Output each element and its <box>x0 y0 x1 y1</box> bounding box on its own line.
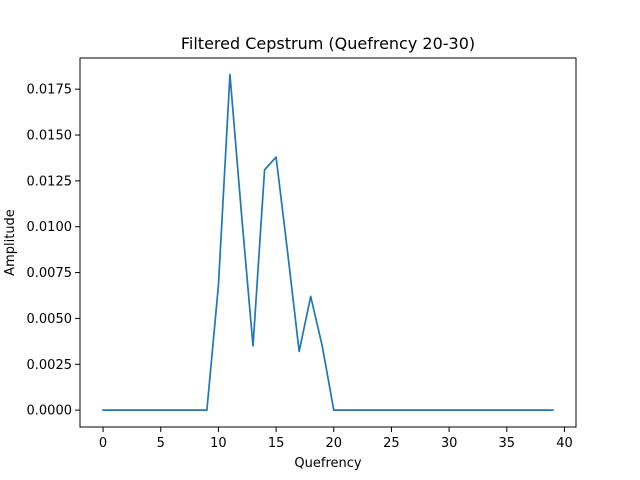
x-tick-label: 10 <box>210 436 227 451</box>
chart-title: Filtered Cepstrum (Quefrency 20-30) <box>181 34 475 53</box>
x-tick-label: 0 <box>99 436 107 451</box>
axes-frame <box>79 57 577 428</box>
y-tick-label: 0.0025 <box>27 358 73 373</box>
x-tick-label: 25 <box>383 436 400 451</box>
x-tick-label: 30 <box>441 436 458 451</box>
y-tick-label: 0.0000 <box>27 404 73 419</box>
x-tick-label: 5 <box>157 436 165 451</box>
y-tick-label: 0.0175 <box>27 83 73 98</box>
x-tick-label: 40 <box>556 436 573 451</box>
series-line <box>102 73 554 411</box>
plot-area <box>102 73 554 411</box>
y-tick-label: 0.0050 <box>27 312 73 327</box>
x-tick-label: 20 <box>325 436 342 451</box>
x-axis: 0 5 10 15 20 25 30 35 40 <box>99 427 573 451</box>
y-axis-label: Amplitude <box>3 209 18 276</box>
y-tick-label: 0.0075 <box>27 266 73 281</box>
y-tick-label: 0.0100 <box>27 220 73 235</box>
x-tick-label: 35 <box>499 436 516 451</box>
x-tick-label: 15 <box>268 436 285 451</box>
y-axis: 0.0000 0.0025 0.0050 0.0075 0.0100 0.0125 0.01… <box>27 83 80 419</box>
x-axis-label: Quefrency <box>294 456 361 471</box>
y-tick-label: 0.0150 <box>27 129 73 144</box>
y-tick-label: 0.0125 <box>27 174 73 189</box>
